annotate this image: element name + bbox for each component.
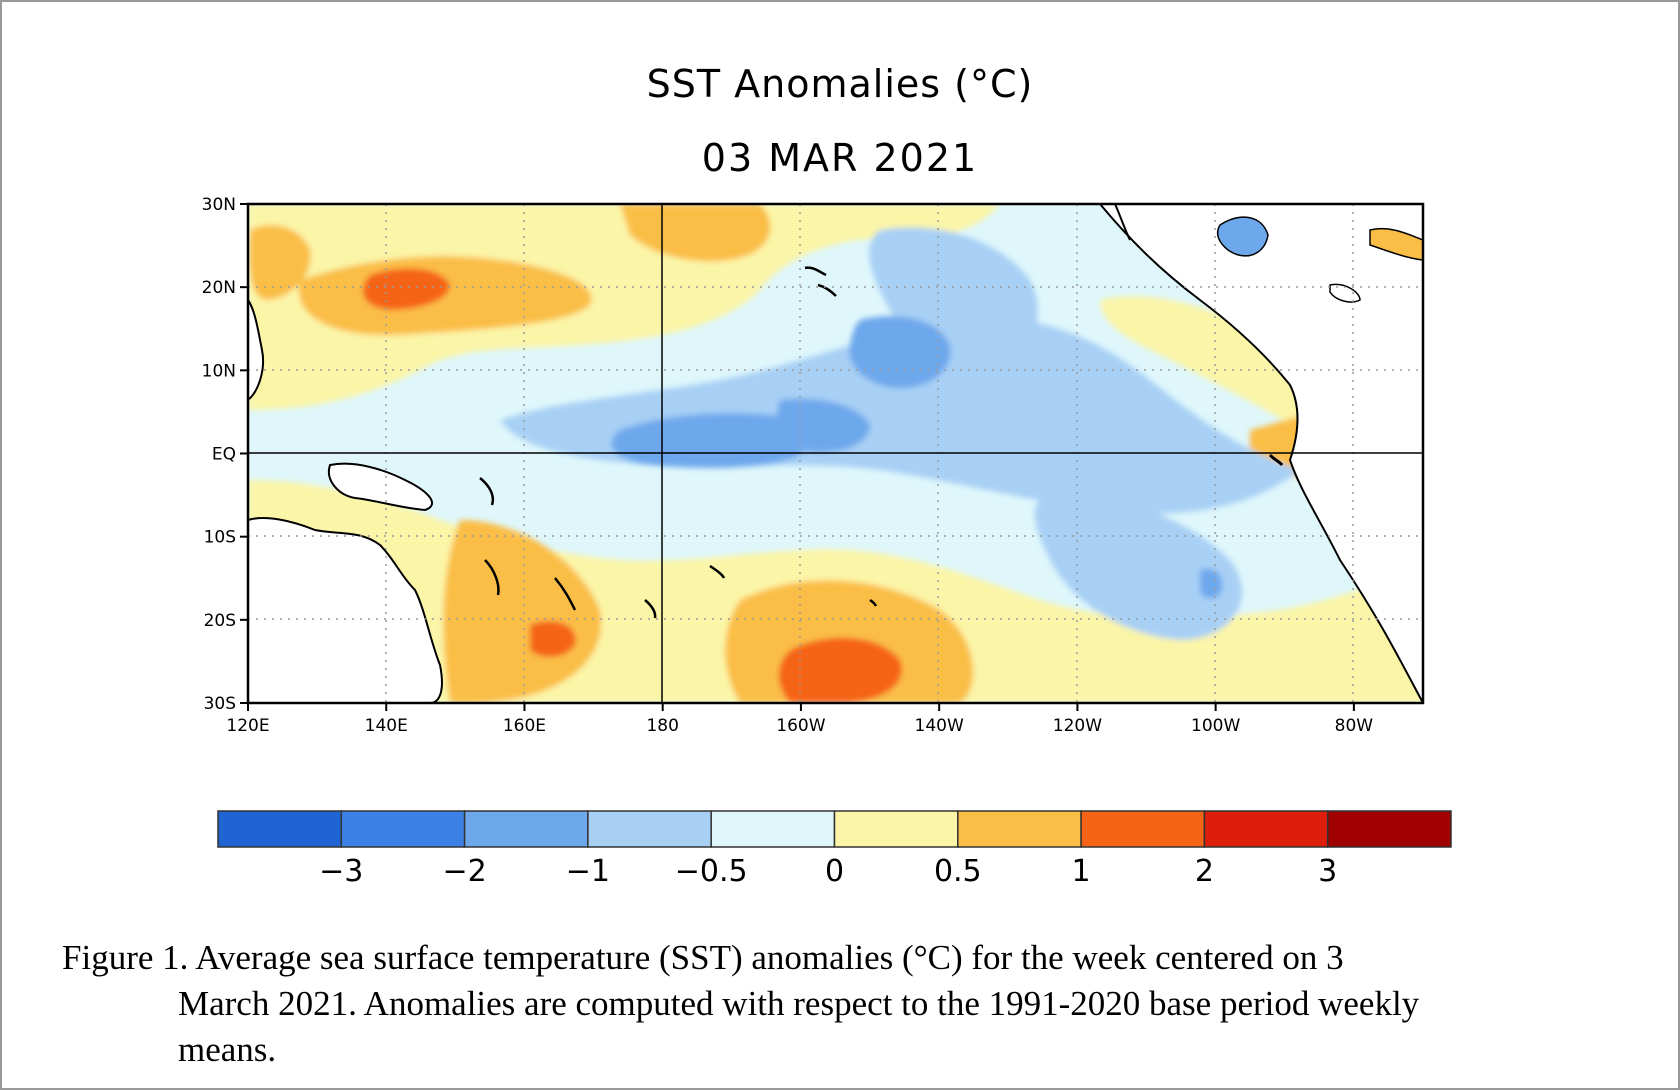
lon-tick-label: 160W	[776, 716, 825, 736]
lat-tick-label: 10N	[202, 361, 236, 381]
lon-tick-label: 140E	[365, 716, 408, 736]
colorbar-swatch	[463, 810, 589, 848]
figure-caption: Figure 1. Average sea surface temperatur…	[62, 935, 1622, 1073]
colorbar-tick-label: −0.5	[675, 854, 748, 889]
lon-tick-label: 120W	[1053, 716, 1102, 736]
colorbar-swatch	[217, 810, 343, 848]
colorbar-swatch	[710, 810, 836, 848]
lon-tick-label: 180	[646, 716, 678, 736]
lon-tick-label: 140W	[915, 716, 964, 736]
colorbar-swatch	[340, 810, 466, 848]
colorbar-tick-label: −2	[442, 854, 486, 889]
colorbar-swatch	[1203, 810, 1329, 848]
colorbar-swatch	[1326, 810, 1452, 848]
caption-line-3: means.	[178, 1030, 277, 1069]
colorbar-swatch	[1080, 810, 1206, 848]
lon-tick-label: 160E	[503, 716, 546, 736]
colorbar-tick-label: 0.5	[934, 854, 982, 889]
lat-tick-label: 20S	[204, 611, 236, 631]
lat-tick-label: 20N	[202, 278, 236, 298]
lat-tick-label: 30S	[204, 694, 236, 714]
lat-tick-label: 10S	[204, 528, 236, 548]
caption-line-1: Figure 1. Average sea surface temperatur…	[62, 938, 1344, 977]
colorbar-swatch	[833, 810, 959, 848]
colorbar-tick-label: −1	[566, 854, 610, 889]
colorbar-swatch	[957, 810, 1082, 848]
map-date: 03 MAR 2021	[701, 136, 979, 180]
land-masses	[247, 203, 1424, 704]
colorbar: −3 −2 −1 −0.5 0 0.5 1 2 3	[217, 810, 1452, 889]
colorbar-swatch	[587, 810, 712, 848]
lon-tick-label: 100W	[1191, 716, 1240, 736]
lat-axis: 30N 20N 10N EQ 10S 20S 30S	[202, 195, 248, 714]
caption-line-2: March 2021. Anomalies are computed with …	[178, 984, 1420, 1023]
colorbar-tick-label: 3	[1318, 854, 1337, 889]
lon-tick-label: 80W	[1335, 716, 1374, 736]
colorbar-tick-label: 2	[1195, 854, 1214, 889]
colorbar-tick-label: 1	[1072, 854, 1091, 889]
colorbar-tick-label: −3	[319, 854, 363, 889]
lon-tick-label: 120E	[226, 716, 269, 736]
map-title: SST Anomalies (°C)	[646, 62, 1034, 106]
colorbar-tick-label: 0	[825, 854, 844, 889]
lon-axis: 120E 140E 160E 180 160W 140W 120W 100W 80W	[226, 703, 1373, 736]
sst-map: 30N 20N 10N EQ 10S 20S 30S 120E 140E 160E 180 160W…	[202, 195, 1452, 889]
lat-tick-label: EQ	[212, 445, 236, 465]
lat-tick-label: 30N	[202, 195, 236, 215]
